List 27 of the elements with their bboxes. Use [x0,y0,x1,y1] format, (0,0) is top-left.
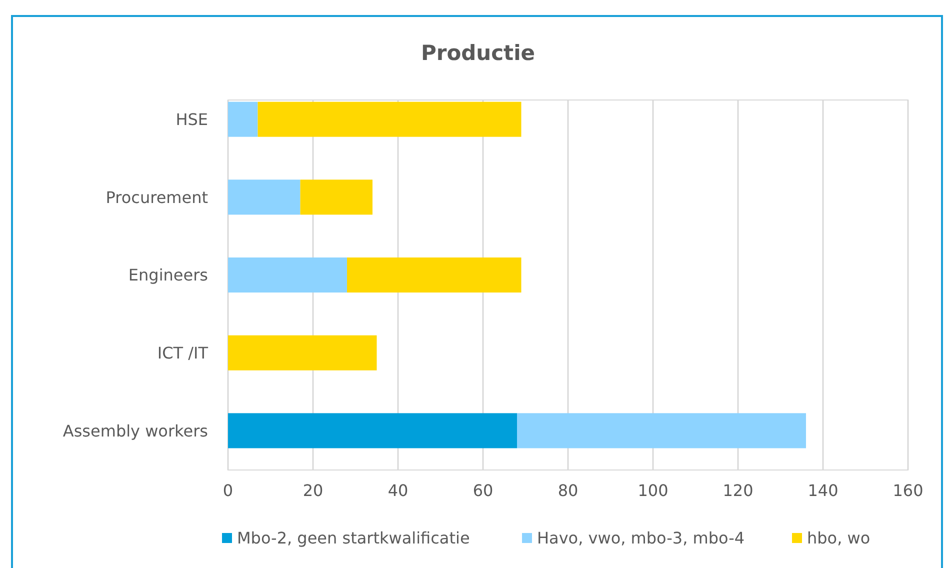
y-tick-label: Procurement [106,188,208,207]
x-tick-label: 60 [472,481,494,500]
x-tick-label: 140 [808,481,838,500]
x-tick-label: 0 [222,481,234,500]
y-tick-label: HSE [176,110,208,129]
legend-label: hbo, wo [807,528,870,548]
y-tick-label: Assembly workers [62,421,208,440]
x-tick-label: 100 [638,481,668,500]
x-tick-label: 80 [558,481,578,500]
bar [228,413,517,448]
bar [228,180,300,215]
bar [517,413,806,448]
bar [228,335,377,370]
bar [258,102,522,137]
bar [228,257,347,293]
bar [347,257,522,293]
bar [300,180,372,215]
y-tick-label: Engineers [128,266,208,285]
x-tick-label: 120 [722,481,754,500]
chart-title: Productie [420,41,536,65]
x-tick-label: 20 [302,481,324,500]
legend-label: Mbo-2, geen startkwalificatie [237,528,470,548]
bar [228,102,258,137]
x-tick-label: 40 [388,481,408,500]
x-tick-label: 160 [892,481,924,500]
y-tick-label: ICT /IT [157,343,208,362]
legend-label: Havo, vwo, mbo-3, mbo-4 [537,528,745,548]
